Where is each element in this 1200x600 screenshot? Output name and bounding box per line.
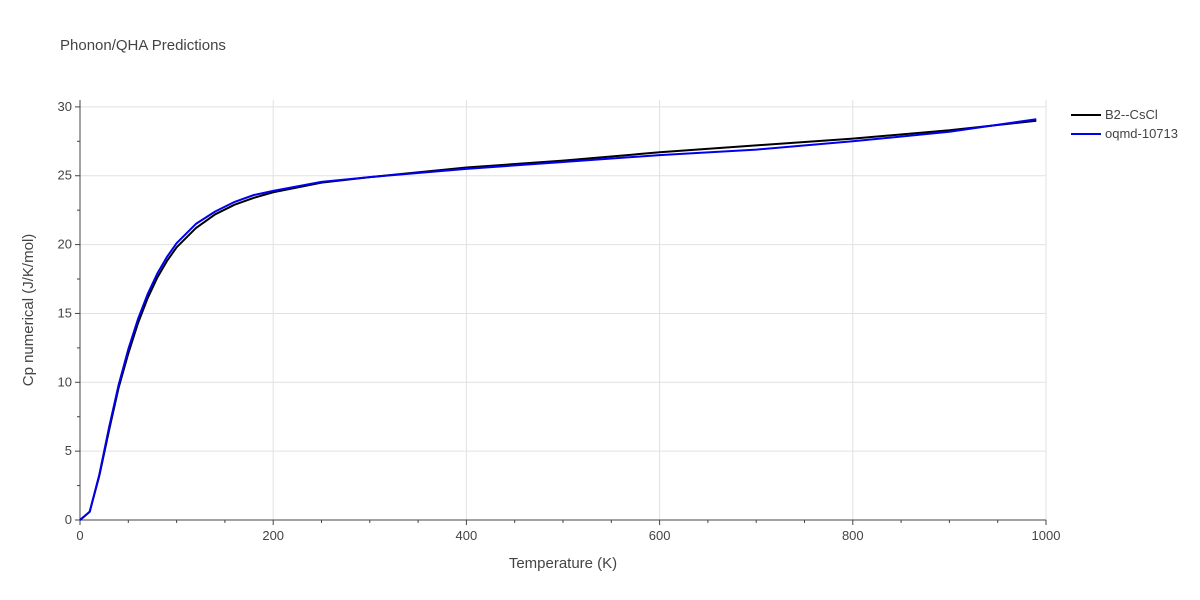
- axes: 0 200 400 600 800 1000 0 5 10 15 20 25 30: [58, 99, 1061, 543]
- grid: [80, 100, 1047, 520]
- x-tick-label: 0: [76, 528, 83, 543]
- x-tick-label: 400: [456, 528, 478, 543]
- y-tick-label: 10: [58, 374, 72, 389]
- chart-title: Phonon/QHA Predictions: [60, 37, 226, 54]
- legend[interactable]: B2--CsCl oqmd-10713: [1071, 107, 1178, 141]
- y-tick-label: 20: [58, 237, 72, 252]
- x-axis-label: Temperature (K): [509, 555, 617, 572]
- series-lines: [79, 118, 1037, 521]
- legend-item[interactable]: oqmd-10713: [1071, 126, 1178, 141]
- x-tick-label: 800: [842, 528, 864, 543]
- y-tick-label: 5: [65, 443, 72, 458]
- series-line-1: [79, 119, 1037, 521]
- y-tick-label: 15: [58, 305, 72, 320]
- legend-label: oqmd-10713: [1105, 126, 1178, 141]
- y-axis-label: Cp numerical (J/K/mol): [20, 234, 37, 387]
- y-tick-label: 0: [65, 512, 72, 527]
- x-tick-label: 1000: [1032, 528, 1061, 543]
- y-tick-label: 30: [58, 99, 72, 114]
- x-tick-label: 200: [262, 528, 284, 543]
- y-tick-label: 25: [58, 168, 72, 183]
- legend-item[interactable]: B2--CsCl: [1071, 107, 1158, 122]
- series-line-2: [79, 118, 1037, 521]
- legend-label: B2--CsCl: [1105, 107, 1158, 122]
- x-tick-label: 600: [649, 528, 671, 543]
